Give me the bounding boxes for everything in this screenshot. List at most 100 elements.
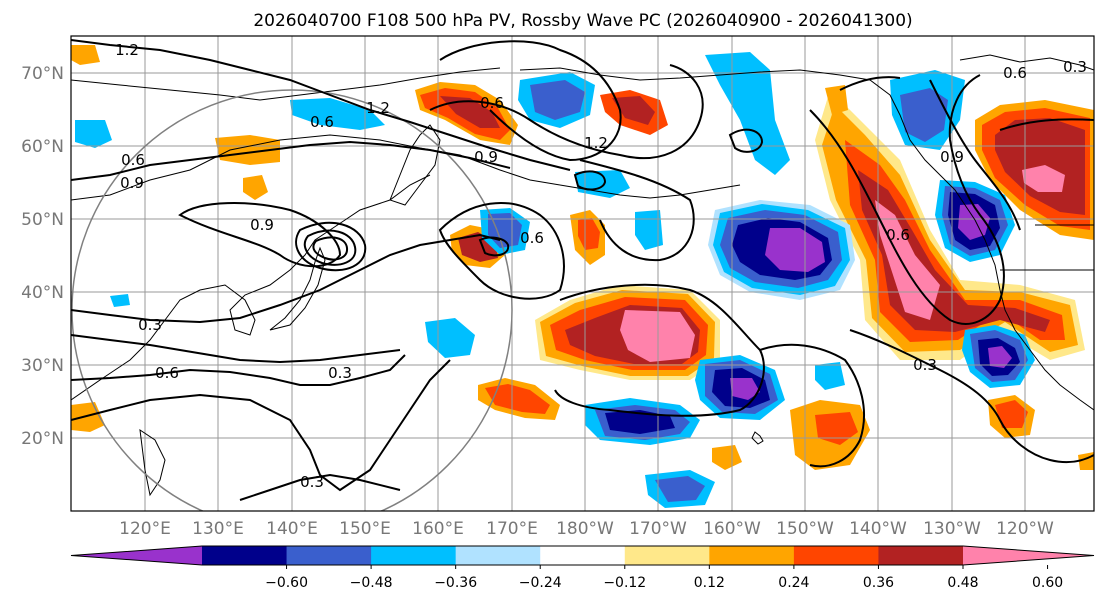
- colorbar-tick-label: 0.48: [947, 575, 978, 591]
- chart-title: 2026040700 F108 500 hPa PV, Rossby Wave …: [253, 11, 912, 31]
- negative-anomaly-mexico-purple: [988, 346, 1012, 368]
- coastline-philippines: [139, 428, 166, 497]
- contour-label: 0.3: [300, 473, 324, 491]
- contour-label: 0.6: [1003, 64, 1027, 82]
- colorbar-tick-label: −0.36: [434, 575, 477, 591]
- contour-0p9-east: [929, 79, 1021, 231]
- contour-label: 0.3: [913, 356, 937, 374]
- lat-label: 60°N: [21, 137, 64, 157]
- map-panel: 1.2 0.6 1.2 0.6 0.6 0.9 0.9 0.6 0.6 0.3 …: [71, 36, 1094, 511]
- lat-label: 40°N: [21, 283, 64, 303]
- contour-0p9-low: [178, 202, 342, 268]
- positive-anomaly-northwest: [71, 45, 100, 65]
- contour-label: 0.9: [940, 148, 964, 166]
- lon-label: 150°W: [776, 519, 834, 539]
- lat-label: 30°N: [21, 356, 64, 376]
- contour-label: 0.6: [310, 113, 334, 131]
- colorbar-segment: [624, 546, 710, 565]
- contour-0p9-north: [71, 140, 511, 181]
- lon-label: 120°W: [996, 519, 1054, 539]
- contour-label: 0.9: [474, 148, 498, 166]
- colorbar-outline: [70, 545, 1095, 566]
- contour-label: 0.6: [155, 364, 179, 382]
- contour-0p3-west: [71, 334, 401, 364]
- coastline-china-korea: [71, 174, 431, 401]
- colorbar-extend-high: [963, 546, 1094, 565]
- negative-anomaly-small-east: [815, 362, 845, 390]
- colorbar-tick-label: 0.60: [1032, 575, 1063, 591]
- contour-0p6-pacific: [579, 159, 695, 262]
- positive-anomaly-northeast-pink: [1022, 165, 1065, 192]
- contour-label: 0.3: [1063, 58, 1087, 76]
- pv-contours: [71, 39, 1094, 501]
- coastline-alaska: [519, 67, 966, 206]
- contour-label: 0.3: [328, 364, 352, 382]
- lon-label: 140°W: [849, 519, 907, 539]
- contour-0p3-bottom: [239, 473, 401, 501]
- contour-1p2-alaska: [439, 40, 622, 162]
- colorbar-tick-label: −0.48: [350, 575, 393, 591]
- lat-label: 70°N: [21, 64, 64, 84]
- colorbar-segment: [878, 546, 964, 565]
- contour-0p6-sw: [71, 354, 406, 386]
- contour-ring-1: [295, 221, 367, 272]
- colorbar-tick-label: 0.12: [694, 575, 725, 591]
- contour-ring-2: [303, 229, 357, 266]
- colorbar-tick-label: −0.60: [265, 575, 308, 591]
- negative-anomaly-canada-blue: [900, 88, 948, 142]
- negative-anomaly-west-coast-purple: [958, 204, 990, 240]
- lon-label: 170°E: [486, 519, 538, 539]
- coastline-arctic: [71, 67, 501, 101]
- colorbar-segment: [202, 546, 288, 565]
- contour-ring-3: [312, 236, 349, 261]
- contour-label: 0.6: [886, 226, 910, 244]
- lat-label: 20°N: [21, 429, 64, 449]
- positive-anomaly-south-small: [712, 445, 742, 470]
- positive-anomaly-china-dot: [243, 175, 268, 200]
- lon-label: 160°E: [412, 519, 464, 539]
- positive-anomaly-ridge-east-pink: [875, 200, 940, 320]
- contour-0p6-west: [71, 233, 501, 324]
- coastline-japan: [269, 246, 326, 331]
- contour-0p3-southcentral: [759, 343, 866, 468]
- contour-label: 0.6: [520, 229, 544, 247]
- lon-label: 170°W: [629, 519, 687, 539]
- coastline-canada-islands: [959, 54, 1094, 71]
- lat-label: 50°N: [21, 210, 64, 230]
- contour-0p3-south: [71, 359, 451, 492]
- colorbar-segment: [455, 546, 541, 565]
- contour-0p9-alaska: [429, 64, 704, 160]
- contour-label: 0.9: [120, 174, 144, 192]
- contour-small-2: [573, 170, 607, 191]
- positive-anomaly-alaska-darkred: [612, 96, 655, 125]
- negative-anomaly-arctic: [705, 52, 790, 175]
- colorbar-segment: [286, 546, 372, 565]
- colorbar-tick-label: 0.24: [778, 575, 809, 591]
- contour-label: 0.6: [480, 94, 504, 112]
- lon-label: 140°E: [266, 519, 318, 539]
- positive-anomaly-hawaii-red: [485, 384, 550, 414]
- positive-anomaly-sea-of-okhotsk-red: [578, 218, 600, 250]
- lon-label: 150°E: [339, 519, 391, 539]
- negative-anomaly-subtropical-purple: [730, 378, 760, 400]
- contour-label: 0.3: [138, 316, 162, 334]
- coastline-asia: [71, 134, 561, 201]
- lon-label: 130°W: [923, 519, 981, 539]
- colorbar-segment: [371, 546, 457, 565]
- contour-1p2-north: [71, 39, 571, 171]
- longitude-labels: 120°E 130°E 140°E 150°E 160°E 170°E 180°…: [119, 519, 1054, 539]
- contour-0p3-central: [554, 283, 765, 417]
- negative-anomaly-tiny: [110, 294, 130, 307]
- latitude-labels: 70°N 60°N 50°N 40°N 30°N 20°N: [21, 64, 64, 449]
- lon-label: 120°E: [119, 519, 171, 539]
- contour-small-1: [728, 128, 764, 153]
- graticule: [71, 36, 1094, 511]
- contour-labels: 1.2 0.6 1.2 0.6 0.6 0.9 0.9 0.6 0.6 0.3 …: [115, 41, 1087, 491]
- coastline-north-america-west: [964, 204, 1094, 411]
- positive-anomaly-south-central-red: [815, 412, 858, 445]
- negative-anomaly-pacific-south-blue: [655, 476, 705, 502]
- positive-anomaly-baja-red: [995, 400, 1028, 428]
- contour-small-3: [478, 236, 510, 257]
- negative-anomaly-arctic-blue: [530, 80, 585, 120]
